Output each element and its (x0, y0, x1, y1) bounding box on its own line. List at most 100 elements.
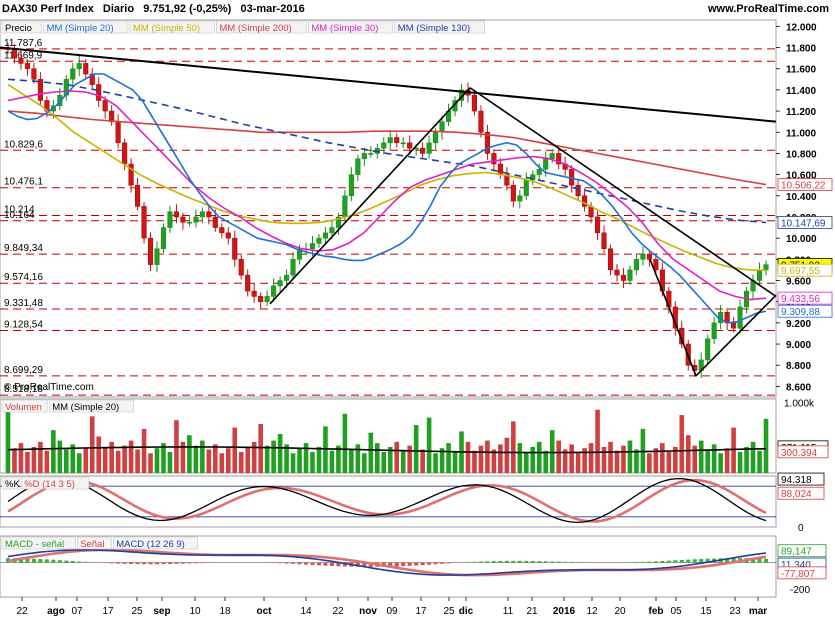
volume-bar (102, 446, 108, 473)
x-axis-label: 20 (614, 606, 626, 617)
sma30-line (7, 90, 767, 301)
macd-histogram-bar (44, 559, 49, 563)
x-axis-label: 18 (219, 606, 231, 617)
legend-item (216, 20, 307, 34)
watermark: © ProRealTime.com (4, 382, 94, 393)
macd-histogram-bar (686, 559, 691, 563)
macd-histogram-bar (433, 562, 438, 565)
trendline-channel (269, 87, 471, 305)
volume-bar (303, 443, 309, 473)
legend-label: MM (Simple 200) (219, 23, 291, 34)
volume-bar (323, 426, 328, 473)
volume-bar (614, 450, 620, 473)
volume-bar (465, 441, 471, 473)
volume-bar (374, 443, 380, 473)
candle-body (614, 269, 620, 276)
macd-histogram-bar (673, 560, 678, 563)
volume-bar (705, 449, 710, 473)
candle-body (335, 216, 341, 228)
candle-body (595, 216, 601, 234)
volume-bar (336, 445, 341, 473)
candle-body (342, 195, 348, 218)
macd-histogram-bar (362, 562, 367, 567)
candle-body (640, 253, 646, 260)
price-value-tag (777, 291, 833, 305)
macd-legend-item (112, 536, 198, 550)
level-label: 8.699,29 (4, 365, 43, 376)
volume-legend-label: MM (Simple 20) (52, 402, 119, 413)
x-axis-label: 2016 (553, 606, 576, 617)
volume-bar (277, 433, 283, 473)
volume-bar (193, 445, 199, 473)
macd-histogram-bar (31, 558, 36, 563)
volume-bar (439, 448, 445, 473)
volume-bar (258, 423, 263, 473)
macd-histogram-bar (187, 562, 192, 564)
price-axis-label: 10.000 (786, 234, 817, 245)
macd-histogram-bar (530, 560, 535, 563)
instrument-title: DAX30 Perf Index Diario 9.751,92 (-0,25%… (2, 3, 305, 15)
volume-bar (387, 446, 393, 473)
sma200-line (7, 110, 767, 186)
candle-body (264, 296, 270, 302)
volume-legend-label: Volumen (5, 402, 42, 413)
candle-body (400, 142, 406, 145)
macd-histogram-bar (556, 561, 561, 563)
candle-body (407, 142, 413, 149)
macd-histogram-bar (414, 562, 419, 566)
price-value-tag-text: 9.433,56 (781, 294, 820, 305)
volume-bar (64, 449, 69, 473)
legend-item (43, 20, 129, 34)
legend-label: MM (Simple 20) (47, 23, 114, 34)
candle-body (76, 63, 82, 69)
volume-bar (750, 441, 756, 473)
volume-bar (31, 446, 37, 473)
volume-bar (478, 445, 484, 473)
macd-histogram-bar (193, 562, 198, 564)
candle-body (426, 142, 432, 154)
volume-bar (38, 441, 43, 473)
macd-histogram-bar (543, 561, 548, 563)
volume-bar (698, 440, 704, 473)
trendline-wedge (649, 259, 697, 377)
volume-bar (523, 451, 529, 473)
volume-bar (621, 445, 626, 473)
macd-histogram-bar (751, 558, 756, 563)
volume-axis-label: 1.000k (784, 399, 815, 410)
stochastic-legend-label: %D (14 3 5) (24, 479, 75, 490)
volume-bar (394, 441, 400, 473)
macd-histogram-bar (25, 558, 30, 563)
timeframe-label: Diario (102, 3, 135, 15)
candle-body (199, 211, 205, 218)
candle-body (348, 174, 354, 197)
candle-body (290, 259, 296, 276)
volume-bar (349, 449, 354, 473)
x-axis-label: 14 (300, 606, 312, 617)
volume-ma-line (7, 446, 767, 454)
candle-body (219, 227, 225, 234)
sma130-line (7, 78, 767, 224)
site-url[interactable]: www.ProRealTime.com (707, 3, 829, 15)
volume-bar (148, 453, 153, 473)
candle-body (737, 306, 743, 329)
volume-bar (744, 446, 749, 473)
candle-body (122, 142, 128, 165)
macd-histogram-bar (70, 561, 75, 563)
macd-histogram-bar (116, 562, 121, 564)
macd-histogram-bar (427, 562, 432, 565)
macd-histogram-bar (407, 562, 412, 566)
macd-histogram-bar (304, 562, 309, 565)
volume-bar (18, 443, 24, 473)
volume-bar (329, 450, 335, 473)
candle-body (543, 158, 549, 170)
candle-body (620, 274, 627, 281)
volume-bar (595, 409, 600, 473)
candle-body (510, 184, 516, 202)
macd-histogram-bar (660, 560, 665, 563)
price-axis-label: 11.000 (786, 128, 816, 139)
price-axis-label: 9.600 (786, 277, 811, 288)
price-value-tag (777, 216, 833, 229)
macd-histogram-bar (692, 559, 697, 563)
price-axis-label: 11.200 (786, 107, 816, 118)
